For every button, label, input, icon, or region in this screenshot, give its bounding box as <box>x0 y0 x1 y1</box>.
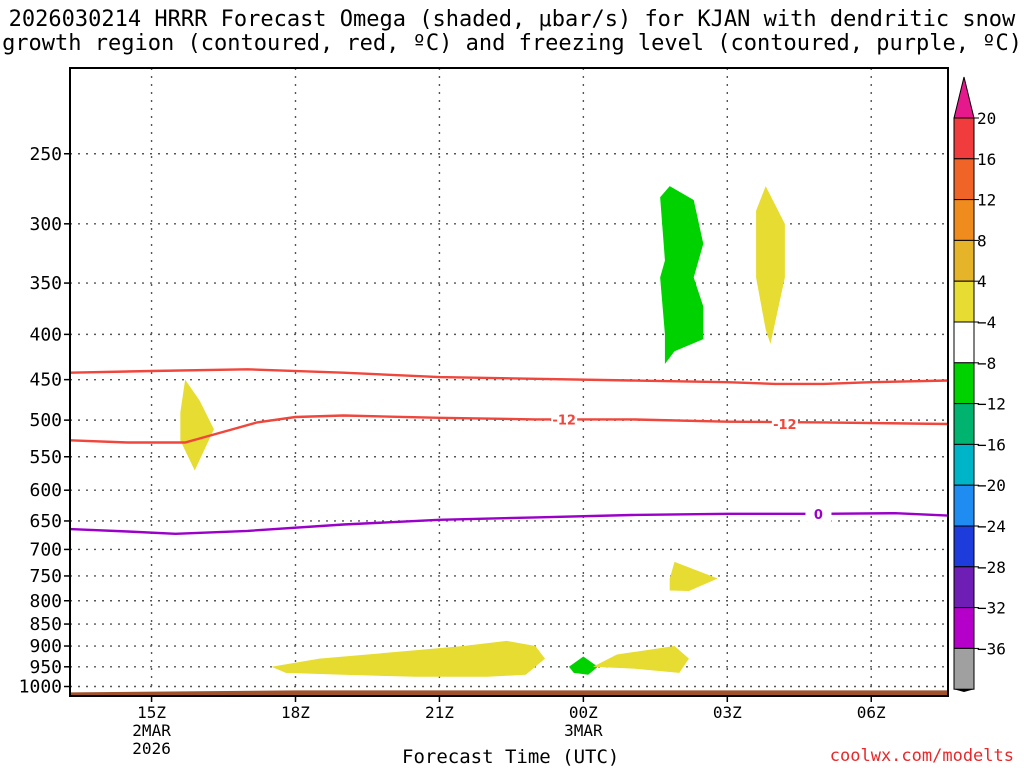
pressure-tick-label: 650 <box>29 511 62 532</box>
colorbar-tick-label: 20 <box>977 109 996 128</box>
pressure-tick-label: 350 <box>29 273 62 294</box>
pressure-tick-label: 900 <box>29 636 62 657</box>
colorbar-segment <box>953 566 975 609</box>
time-tick-label: 2026 <box>132 739 171 758</box>
colorbar-tick-label: −36 <box>977 639 1006 658</box>
isotherm-contour <box>69 511 949 536</box>
pressure-tick-label: 250 <box>29 144 62 165</box>
contour-label: -12 <box>552 413 576 428</box>
pressure-tick-label: 300 <box>29 214 62 235</box>
pressure-tick-label: 600 <box>29 480 62 501</box>
colorbar-segment <box>953 484 975 527</box>
contour-label: 0 <box>814 508 823 523</box>
omega-shaded-region <box>568 656 598 675</box>
colorbar-bottom-arrow <box>954 689 974 692</box>
omega-shaded-region <box>660 186 704 364</box>
contour-label-background <box>551 411 578 428</box>
colorbar-segment <box>953 647 975 690</box>
colorbar-tick-label: 8 <box>977 231 987 250</box>
isotherm-contour <box>69 414 949 444</box>
colorbar-segment <box>953 199 975 241</box>
omega-shaded-region <box>756 186 785 344</box>
colorbar-tick-label: −8 <box>977 354 996 373</box>
colorbar-segment <box>953 443 975 486</box>
omega-shaded-region <box>180 379 214 471</box>
omega-shaded-region <box>669 561 718 592</box>
colorbar-segment <box>953 607 975 649</box>
colorbar-segment <box>953 158 975 201</box>
colorbar-segment <box>953 362 975 405</box>
colorbar-tick-label: −4 <box>977 313 996 332</box>
credit-text: coolwx.com/modelts <box>829 746 1014 766</box>
time-tick-label: 15Z <box>137 703 166 722</box>
colorbar-segment <box>953 321 975 364</box>
pressure-tick-label: 400 <box>29 324 62 345</box>
pressure-tick-label: 1000 <box>19 677 62 698</box>
time-tick-label: 3MAR <box>564 721 603 740</box>
plot-frame <box>69 67 949 697</box>
contour-label: -12 <box>773 418 797 433</box>
isotherm-contour <box>69 368 949 386</box>
colorbar-tick-label: −20 <box>977 476 1006 495</box>
time-tick-label: 18Z <box>281 703 310 722</box>
colorbar-tick-label: −28 <box>977 558 1006 577</box>
colorbar-tick-label: −24 <box>977 517 1006 536</box>
colorbar-tick-label: −12 <box>977 395 1006 414</box>
time-tick-label: 2MAR <box>132 721 171 740</box>
pressure-tick-label: 750 <box>29 566 62 587</box>
colorbar-segment <box>953 117 975 160</box>
x-axis-label: Forecast Time (UTC) <box>402 746 620 768</box>
time-tick-label: 21Z <box>425 703 454 722</box>
colorbar-tick-label: 12 <box>977 191 996 210</box>
colorbar-tick-label: 16 <box>977 150 996 169</box>
colorbar-segment <box>953 239 975 282</box>
colorbar-top-arrow <box>953 76 975 119</box>
pressure-tick-label: 850 <box>29 614 62 635</box>
time-tick-label: 06Z <box>857 703 886 722</box>
colorbar-tick-label: 4 <box>977 272 987 291</box>
contour-label-background <box>805 505 832 522</box>
colorbar-segment <box>953 525 975 568</box>
ground-surface <box>70 690 948 696</box>
pressure-tick-label: 500 <box>29 410 62 431</box>
time-tick-label: 00Z <box>569 703 598 722</box>
contour-label-background <box>771 415 798 432</box>
pressure-tick-label: 450 <box>29 370 62 391</box>
chart-title-line-1: 2026030214 HRRR Forecast Omega (shaded, … <box>8 7 1016 32</box>
colorbar-segment <box>953 403 975 445</box>
colorbar-tick-label: −16 <box>977 435 1006 454</box>
omega-shaded-region <box>592 646 689 673</box>
pressure-tick-label: 950 <box>29 657 62 678</box>
time-tick-label: 03Z <box>713 703 742 722</box>
chart-title-line-2: growth region (contoured, red, ºC) and f… <box>2 31 1022 56</box>
pressure-tick-label: 700 <box>29 539 62 560</box>
omega-shaded-region <box>271 640 545 677</box>
colorbar-tick-label: −32 <box>977 599 1006 618</box>
colorbar-segment <box>953 280 975 323</box>
pressure-tick-label: 800 <box>29 591 62 612</box>
pressure-tick-label: 550 <box>29 447 62 468</box>
